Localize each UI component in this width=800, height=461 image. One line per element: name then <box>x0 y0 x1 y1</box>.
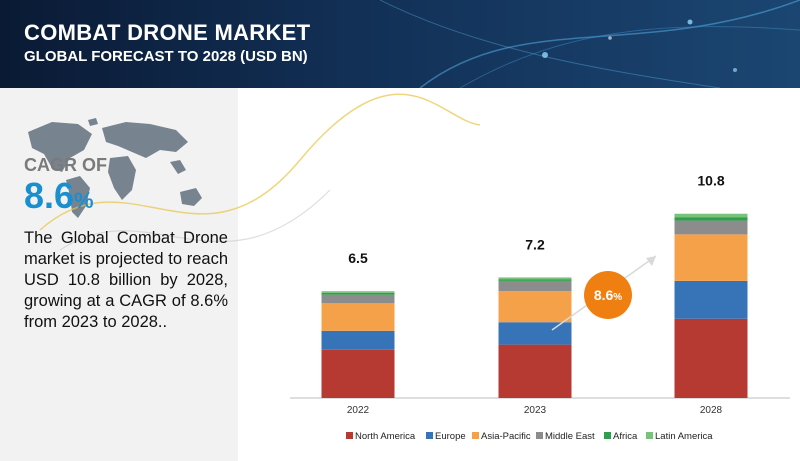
legend-swatch-middle-east <box>536 432 543 439</box>
cagr-badge-unit: % <box>613 292 622 303</box>
bar-2022-middle-east <box>321 294 395 304</box>
bar-2028-europe <box>674 280 748 319</box>
legend-label-middle-east: Middle East <box>545 431 595 442</box>
x-tick-2028: 2028 <box>700 405 723 416</box>
bar-2028-asia-pacific <box>674 234 748 281</box>
cagr-badge <box>584 271 632 319</box>
summary-description: The Global Combat Drone market is projec… <box>24 229 228 331</box>
legend-swatch-north-america <box>346 432 353 439</box>
legend-item-latin-america: Latin America <box>646 431 713 442</box>
total-label-2022: 6.5 <box>348 250 368 266</box>
bar-2028-latin-america <box>674 213 748 218</box>
cagr-label: CAGR OF <box>24 155 107 175</box>
decorative-curve <box>39 93 481 231</box>
x-tick-labels-group: 2022 2023 2028 <box>347 405 723 416</box>
legend-swatch-europe <box>426 432 433 439</box>
header-banner: COMBAT DRONE MARKET GLOBAL FORECAST TO 2… <box>0 0 800 88</box>
bar-2022-europe <box>321 330 395 350</box>
x-tick-2022: 2022 <box>347 405 370 416</box>
bar-2022-north-america <box>321 349 395 398</box>
page-title: COMBAT DRONE MARKET <box>24 20 311 45</box>
legend-swatch-africa <box>604 432 611 439</box>
header-decoration <box>379 0 800 88</box>
cagr-badge-value: 8.6 <box>594 287 614 303</box>
bar-2022-africa <box>321 292 395 295</box>
world-map-icon <box>28 118 202 218</box>
legend-item-africa: Africa <box>604 431 638 442</box>
bar-2028-africa <box>674 217 748 221</box>
page-subtitle: GLOBAL FORECAST TO 2028 (USD BN) <box>24 48 308 65</box>
legend-label-asia-pacific: Asia-Pacific <box>481 431 531 442</box>
bar-2022-latin-america <box>321 291 395 293</box>
legend: North America Europe Asia-Pacific Middle Ea… <box>346 431 713 442</box>
bar-2023-north-america <box>498 344 572 398</box>
legend-item-europe: Europe <box>426 431 466 442</box>
cagr-value: 8.6% <box>24 175 94 217</box>
legend-item-middle-east: Middle East <box>536 431 595 442</box>
legend-item-asia-pacific: Asia-Pacific <box>472 431 531 442</box>
bar-2023-middle-east <box>498 280 572 292</box>
cagr-number: 8.6 <box>24 175 75 216</box>
legend-label-latin-america: Latin America <box>655 431 713 442</box>
legend-label-africa: Africa <box>613 431 638 442</box>
cagr-unit: % <box>74 188 94 213</box>
legend-swatch-latin-america <box>646 432 653 439</box>
bar-2028-north-america <box>674 318 748 398</box>
legend-label-europe: Europe <box>435 431 466 442</box>
x-tick-2023: 2023 <box>524 405 547 416</box>
bar-2022-asia-pacific <box>321 303 395 331</box>
bar-2023-latin-america <box>498 277 572 280</box>
total-label-2023: 7.2 <box>525 236 545 252</box>
decorative-curve-secondary <box>59 189 331 251</box>
legend-item-north-america: North America <box>346 431 416 442</box>
legend-label-north-america: North America <box>355 431 416 442</box>
bar-2023-asia-pacific <box>498 291 572 323</box>
bar-2028-middle-east <box>674 220 748 235</box>
legend-swatch-asia-pacific <box>472 432 479 439</box>
bars-group <box>321 213 748 398</box>
cagr-badge-text: 8.6% <box>594 287 622 303</box>
growth-arrow-head <box>646 256 656 266</box>
bar-2023-africa <box>498 279 572 281</box>
bar-2023-europe <box>498 322 572 345</box>
total-label-2028: 10.8 <box>697 173 724 189</box>
total-labels-group: 6.5 7.2 10.8 <box>348 173 725 267</box>
